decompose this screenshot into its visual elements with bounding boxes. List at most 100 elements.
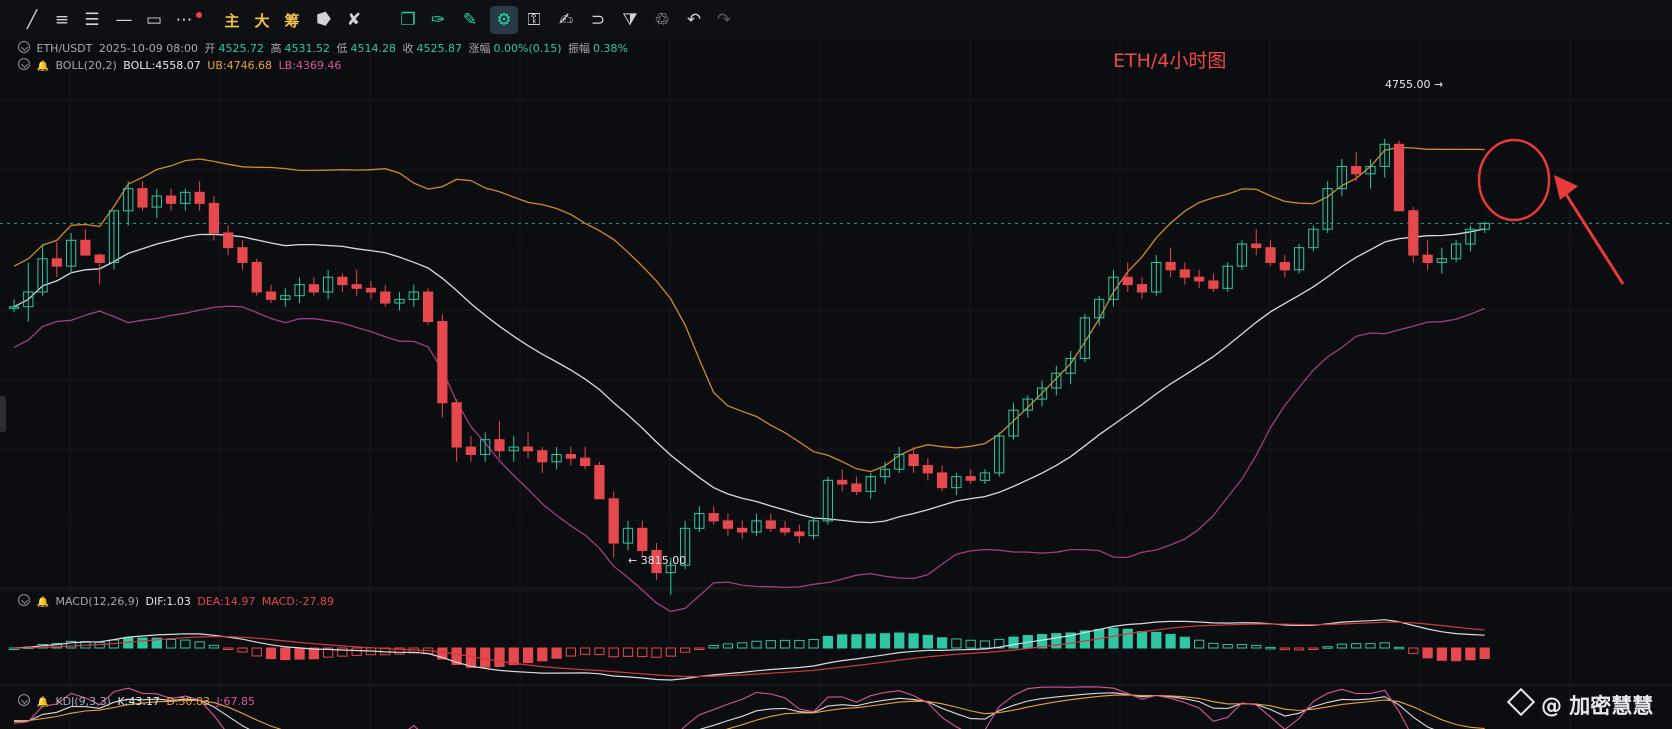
macd-histogram-bar xyxy=(1422,647,1433,659)
magnet-icon[interactable]: ⊃ xyxy=(590,10,606,30)
ruler-icon[interactable]: ✑ xyxy=(430,10,446,30)
macd-histogram-bar xyxy=(708,644,719,649)
boll-lower-band xyxy=(13,305,1485,613)
annotation-arrow-head xyxy=(1554,175,1578,200)
collapse-icon[interactable] xyxy=(18,694,30,706)
collapse-icon[interactable] xyxy=(18,594,30,606)
pencil-icon[interactable]: ✎ xyxy=(462,10,478,30)
macd-legend: 🔔 MACD(12,26,9) DIF:1.03 DEA:14.97 MACD:… xyxy=(18,594,337,608)
bell-icon[interactable]: 🔔 xyxy=(36,697,49,708)
candle-body xyxy=(351,284,362,289)
candle-body xyxy=(751,520,762,533)
macd-histogram-bar xyxy=(1279,647,1290,651)
candle-body xyxy=(480,439,491,455)
undo-icon[interactable]: ↶ xyxy=(686,10,702,30)
candle-body xyxy=(794,531,805,537)
indicator-button-1[interactable]: 大 xyxy=(254,11,270,30)
macd-histogram-bar xyxy=(451,647,462,665)
high-label: 高 xyxy=(270,42,282,55)
horizontal-lines-icon[interactable]: ☰ xyxy=(84,10,100,30)
indicator-button-0[interactable]: 主 xyxy=(224,11,240,30)
macd-histogram-bar xyxy=(237,647,248,653)
candle-body xyxy=(765,520,776,529)
panel-resize-handle[interactable] xyxy=(0,396,6,432)
bell-icon[interactable]: 🔔 xyxy=(36,597,49,608)
macd-histogram-bar xyxy=(665,647,676,657)
candle-body xyxy=(294,284,305,297)
macd-name[interactable]: MACD(12,26,9) xyxy=(55,595,139,608)
watermark: @ 加密慧慧 xyxy=(1506,687,1653,720)
candle-body xyxy=(80,239,91,256)
candle-body xyxy=(994,435,1005,474)
candle-body xyxy=(1094,298,1105,319)
boll-name[interactable]: BOLL(20,2) xyxy=(55,59,117,72)
candle-body xyxy=(422,291,434,323)
macd-histogram-bar xyxy=(1465,647,1476,661)
macd-histogram-bar xyxy=(551,647,562,659)
kdj-name[interactable]: KDJ(9,3,3) xyxy=(55,695,111,708)
candle-body xyxy=(665,564,676,574)
macd-histogram-bar xyxy=(1151,631,1162,649)
macd-histogram-bar xyxy=(65,640,77,649)
price-chart[interactable] xyxy=(0,40,1672,729)
candle-body xyxy=(1036,387,1048,400)
horizontal-ray-icon[interactable]: — xyxy=(115,10,133,30)
delete-icon[interactable]: ♲ xyxy=(654,10,670,30)
bell-icon[interactable]: 🔔 xyxy=(36,61,49,72)
candle-body xyxy=(1151,261,1162,293)
macd-histogram-bar xyxy=(394,647,405,655)
candle-body xyxy=(208,202,220,234)
kdj-d-line xyxy=(13,694,1485,729)
candle-body xyxy=(1165,261,1176,271)
candle-body xyxy=(594,465,605,500)
chart-annotation-title: ETH/4小时图 xyxy=(1113,50,1227,72)
macd-histogram-bar xyxy=(1165,633,1176,649)
macd-histogram-bar xyxy=(508,647,519,666)
magic-wand-icon[interactable]: ⭓ xyxy=(316,10,332,30)
rectangle-icon[interactable]: ▭ xyxy=(145,10,163,30)
candle-body xyxy=(1308,228,1319,249)
open-value: 4525.72 xyxy=(218,42,265,55)
macd-histogram-bar xyxy=(1379,642,1390,649)
indicator-button-2[interactable]: 筹 xyxy=(284,11,300,30)
candle-body xyxy=(180,191,191,204)
kdj-legend: 🔔 KDJ(9,3,3) K:43.17 D:30.83 J:67.85 xyxy=(18,694,258,708)
candle-body xyxy=(322,276,334,293)
candle-body xyxy=(622,527,634,544)
macd-histogram-bar xyxy=(223,647,234,650)
candle-body xyxy=(922,465,933,474)
eraser-icon[interactable]: ✘ xyxy=(346,10,362,30)
kdj-k: K:43.17 xyxy=(117,695,160,708)
lock-icon[interactable]: ⚿ xyxy=(527,10,541,30)
collapse-icon[interactable] xyxy=(18,41,30,53)
macd-histogram-bar xyxy=(908,633,919,649)
candle-body xyxy=(51,258,62,267)
candle-body xyxy=(1193,276,1205,282)
boll-upper-band xyxy=(13,146,1485,473)
filter-icon[interactable]: ⧩ xyxy=(622,10,638,30)
arrow-right-icon: → xyxy=(1434,78,1444,91)
kdj-d: D:30.83 xyxy=(166,695,211,708)
macd-histogram-bar xyxy=(837,634,848,649)
more-icon[interactable]: ⋯ xyxy=(175,10,193,30)
candle-body xyxy=(722,520,734,529)
parallel-lines-icon[interactable]: ≡ xyxy=(54,10,70,30)
macd-histogram-bar xyxy=(537,647,548,662)
trend-line-icon[interactable]: ╱ xyxy=(26,10,38,30)
redo-icon[interactable]: ↷ xyxy=(716,10,732,30)
copy-icon[interactable]: ❐ xyxy=(400,10,416,30)
candle-body xyxy=(1008,409,1019,437)
close-value: 4525.87 xyxy=(416,42,463,55)
note-icon[interactable]: ✍ xyxy=(558,10,574,30)
candle-body xyxy=(23,291,34,308)
collapse-icon[interactable] xyxy=(18,58,30,70)
macd-histogram-bar xyxy=(137,637,148,649)
macd-histogram-bar xyxy=(1193,639,1205,649)
candle-body xyxy=(1365,165,1376,175)
candle-body xyxy=(1136,284,1148,293)
boll-mid-band xyxy=(13,228,1485,524)
settings-active-icon[interactable]: ⚙ xyxy=(490,6,518,34)
candle-body xyxy=(1122,276,1133,286)
macd-histogram-bar xyxy=(936,637,948,649)
macd-histogram-bar xyxy=(822,635,834,649)
